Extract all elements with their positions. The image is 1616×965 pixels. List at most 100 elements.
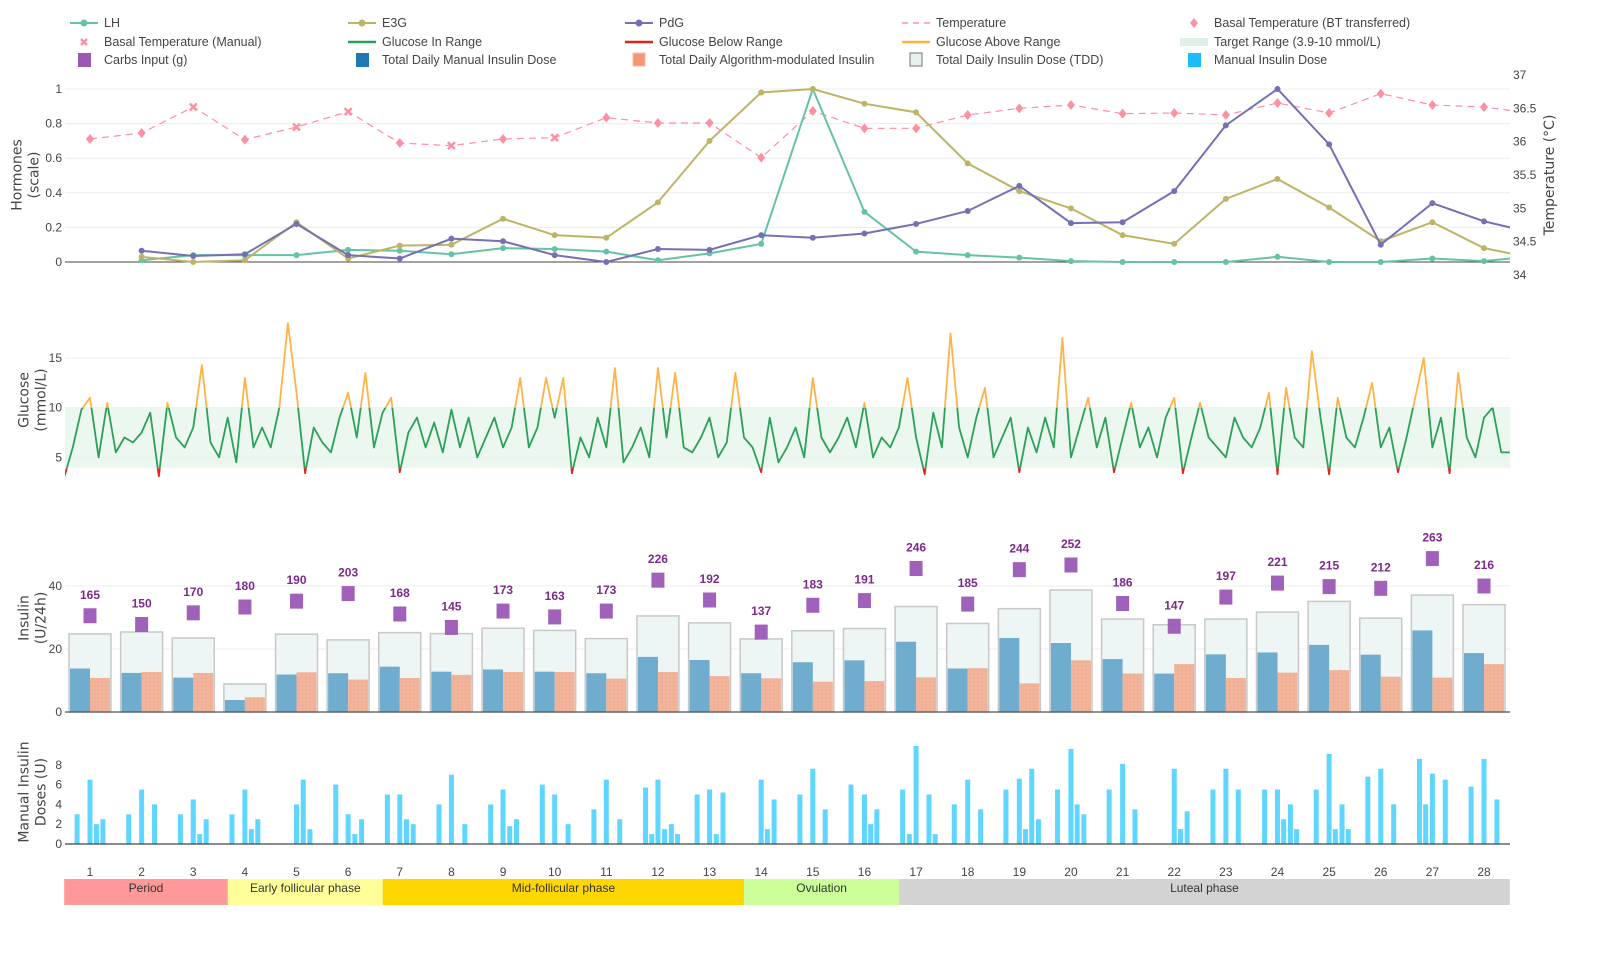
manual-dose-bar bbox=[300, 779, 306, 844]
manual-dose-bar bbox=[1468, 786, 1474, 844]
x-tick-day: 19 bbox=[1013, 865, 1027, 879]
algorithm-insulin-bar bbox=[554, 671, 575, 712]
legend-label: PdG bbox=[659, 16, 685, 30]
carbs-label: 192 bbox=[700, 572, 720, 586]
manual-dose-bar bbox=[951, 804, 957, 844]
legend-item-target-range-3-9-10-mmol-l[interactable]: Target Range (3.9-10 mmol/L) bbox=[1180, 33, 1381, 51]
carbs-marker bbox=[961, 596, 975, 612]
legend-item-pdg[interactable]: PdG bbox=[625, 14, 684, 32]
legend-item-e3g[interactable]: E3G bbox=[348, 14, 407, 32]
manual-dose-bar bbox=[1035, 819, 1041, 844]
e3g-point bbox=[654, 199, 661, 206]
lh-point bbox=[1016, 254, 1023, 261]
carbs-label: 191 bbox=[854, 573, 874, 587]
temperature-bt-marker bbox=[499, 133, 508, 144]
manual-insulin-bar bbox=[586, 673, 607, 712]
temperature-manual-marker bbox=[292, 122, 301, 132]
legend-marker bbox=[635, 19, 643, 27]
pdg-point bbox=[1377, 241, 1384, 248]
x-tick-day: 16 bbox=[858, 865, 872, 879]
manual-dose-bar bbox=[1235, 789, 1241, 844]
e3g-point bbox=[913, 109, 920, 116]
algorithm-insulin-bar bbox=[296, 672, 317, 712]
legend-item-basal-temperature-manual[interactable]: Basal Temperature (Manual) bbox=[70, 33, 261, 51]
legend-item-basal-temperature-bt-transferred[interactable]: Basal Temperature (BT transferred) bbox=[1180, 14, 1410, 32]
manual-dose-bar bbox=[1481, 758, 1487, 844]
legend-item-carbs-input-g[interactable]: Carbs Input (g) bbox=[70, 51, 187, 69]
x-tick-day: 27 bbox=[1426, 865, 1440, 879]
temperature-bt-marker bbox=[912, 123, 921, 134]
legend-label: Target Range (3.9-10 mmol/L) bbox=[1214, 35, 1381, 49]
manual-dose-bar bbox=[662, 829, 668, 844]
manual-dose-bar bbox=[190, 799, 196, 844]
manual-insulin-bar bbox=[1309, 644, 1330, 712]
legend-item-temperature[interactable]: Temperature bbox=[902, 14, 1006, 32]
lh-point bbox=[654, 257, 661, 264]
temperature-y-tick: 36.5 bbox=[1513, 101, 1537, 115]
manual-dose-bar bbox=[1120, 763, 1126, 844]
lh-point bbox=[345, 246, 352, 253]
manual-dose-bar bbox=[707, 789, 713, 844]
manual-insulin-bar bbox=[689, 660, 710, 712]
manual-dose-bar bbox=[1494, 799, 1500, 844]
manual-dose-y-tick: 0 bbox=[55, 837, 62, 851]
manual-dose-bar bbox=[1023, 829, 1029, 844]
legend-item-lh[interactable]: LH bbox=[70, 14, 120, 32]
legend-item-glucose-in-range[interactable]: Glucose In Range bbox=[348, 33, 482, 51]
legend-item-total-daily-manual-insulin-dose[interactable]: Total Daily Manual Insulin Dose bbox=[348, 51, 556, 69]
algorithm-insulin-bar bbox=[503, 671, 524, 712]
legend-symbol-icon bbox=[348, 19, 376, 27]
manual-dose-bar bbox=[1332, 829, 1338, 844]
insulin-y-tick: 40 bbox=[49, 579, 63, 593]
carbs-label: 168 bbox=[390, 586, 410, 600]
e3g-point bbox=[1429, 219, 1436, 226]
temperature-bt-marker bbox=[1480, 101, 1489, 112]
manual-dose-bar bbox=[1016, 778, 1022, 844]
x-tick-day: 10 bbox=[548, 865, 562, 879]
legend-label: Total Daily Manual Insulin Dose bbox=[382, 53, 557, 67]
legend-item-glucose-above-range[interactable]: Glucose Above Range bbox=[902, 33, 1060, 51]
insulin-axis-title-line: (U/24h) bbox=[34, 592, 50, 645]
legend-item-manual-insulin-dose[interactable]: Manual Insulin Dose bbox=[1180, 51, 1327, 69]
carbs-marker bbox=[754, 624, 768, 640]
diamond-icon bbox=[1190, 18, 1198, 28]
temperature-bt-marker bbox=[1015, 103, 1024, 114]
manual-dose-bar bbox=[93, 824, 99, 844]
legend-item-total-daily-insulin-dose-tdd[interactable]: Total Daily Insulin Dose (TDD) bbox=[902, 51, 1103, 69]
manual-dose-axis-title: Manual Insulin Doses (U) bbox=[17, 741, 50, 842]
legend-item-total-daily-algorithm-modulated-insulin[interactable]: Total Daily Algorithm-modulated Insulin bbox=[625, 51, 874, 69]
manual-dose-bar bbox=[1416, 758, 1422, 844]
e3g-point bbox=[241, 257, 248, 264]
pdg-point bbox=[1067, 220, 1074, 227]
temperature-bt-marker bbox=[757, 152, 766, 163]
manual-dose-bar bbox=[932, 834, 938, 844]
temperature-bt-marker bbox=[653, 117, 662, 128]
x-tick-day: 6 bbox=[345, 865, 352, 879]
algorithm-insulin-bar bbox=[399, 677, 420, 712]
legend-label: Carbs Input (g) bbox=[104, 53, 188, 67]
manual-dose-bar bbox=[1345, 829, 1351, 844]
algorithm-insulin-bar bbox=[1174, 664, 1195, 712]
legend-symbol-icon bbox=[1190, 18, 1198, 28]
manual-dose-bar bbox=[1281, 819, 1287, 844]
pdg-point bbox=[1119, 219, 1126, 226]
legend-item-glucose-below-range[interactable]: Glucose Below Range bbox=[625, 33, 783, 51]
legend-square bbox=[909, 52, 923, 67]
algorithm-insulin-bar bbox=[657, 671, 678, 712]
hormone-axis-title: Hormones (scale) bbox=[10, 139, 43, 211]
manual-dose-bar bbox=[539, 784, 545, 844]
algorithm-insulin-bar bbox=[761, 678, 782, 712]
carbs-label: 145 bbox=[441, 599, 461, 613]
e3g-point bbox=[396, 242, 403, 249]
temperature-manual-marker bbox=[343, 107, 353, 117]
manual-dose-bar bbox=[771, 799, 777, 844]
e3g-point bbox=[448, 241, 455, 248]
manual-insulin-bar bbox=[1464, 653, 1485, 712]
e3g-point bbox=[1171, 240, 1178, 247]
e3g-point bbox=[758, 89, 765, 96]
x-tick-day: 15 bbox=[806, 865, 820, 879]
legend-symbol-icon bbox=[902, 40, 930, 44]
algorithm-insulin-bar bbox=[1019, 683, 1040, 712]
hormone-y-tick: 0.4 bbox=[45, 186, 62, 200]
legend-label: Glucose In Range bbox=[382, 35, 483, 49]
